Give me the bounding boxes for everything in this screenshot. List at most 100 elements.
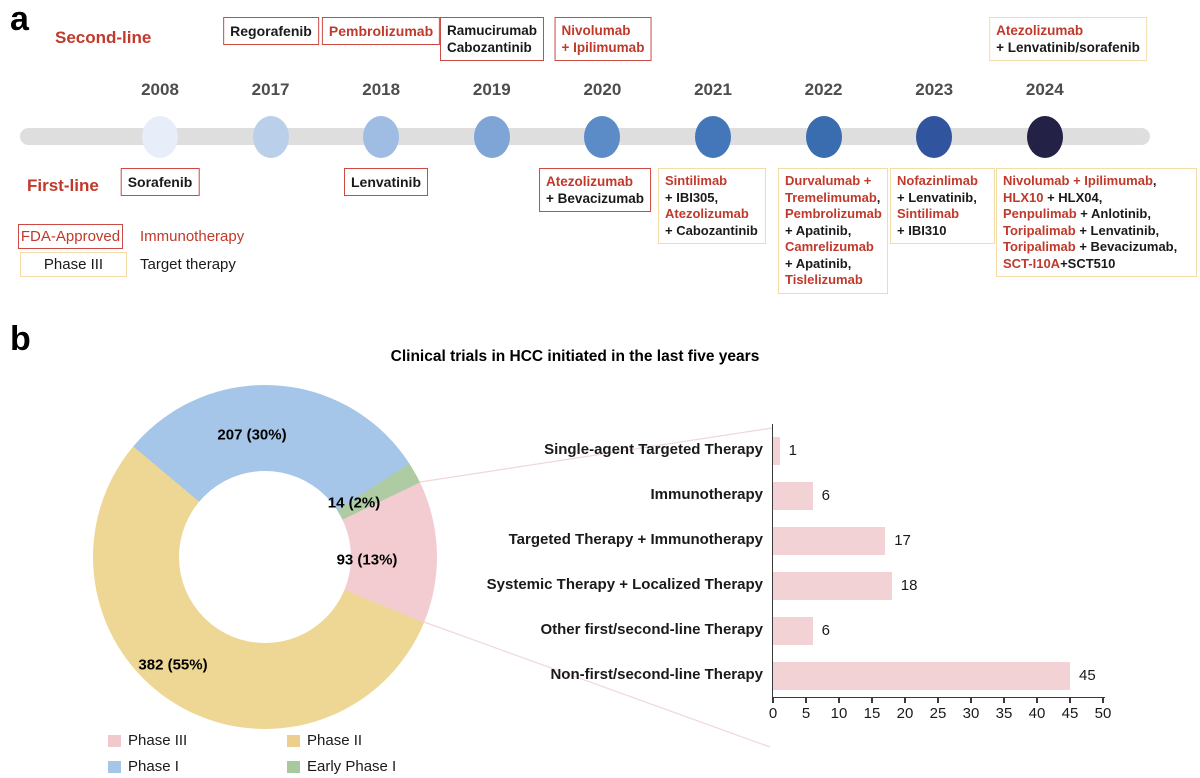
legend-swatch bbox=[108, 735, 121, 747]
therapy-name: +SCT510 bbox=[1060, 255, 1116, 271]
year-label: 2020 bbox=[583, 80, 622, 99]
therapy-box-first-line-2008: Sorafenib bbox=[120, 168, 200, 196]
year-label: 2021 bbox=[694, 80, 732, 99]
therapy-box-line: Durvalumab + bbox=[785, 173, 881, 190]
therapy-box-second-line-2020: Nivolumab + Ipilimumab bbox=[554, 17, 652, 61]
x-tick-label: 15 bbox=[863, 705, 881, 722]
therapy-name: Nivolumab bbox=[561, 23, 631, 38]
bar-category-label: Systemic Therapy + Localized Therapy bbox=[486, 576, 763, 593]
therapy-box-second-line-2019: Ramucirumab Cabozantinib bbox=[439, 17, 545, 61]
year-label: 2008 bbox=[141, 80, 179, 99]
therapy-box-line: Regorafenib bbox=[230, 22, 312, 40]
therapy-box-line: Nivolumab bbox=[562, 22, 645, 39]
y-axis bbox=[771, 424, 774, 698]
therapy-box-line: Tislelizumab bbox=[785, 272, 881, 289]
timeline-dot bbox=[252, 116, 289, 158]
x-tick-label: 20 bbox=[896, 705, 914, 722]
bar bbox=[773, 617, 813, 645]
donut-slice-label: 382 (55%) bbox=[138, 656, 208, 674]
therapy-name: + Lenvatinib, bbox=[1075, 222, 1160, 238]
therapy-box-line: Camrelizumab bbox=[785, 239, 881, 256]
therapy-box-line: Sorafenib bbox=[128, 173, 193, 191]
therapy-box-line: + IBI310 bbox=[897, 223, 988, 240]
therapy-name: + Anlotinib, bbox=[1076, 206, 1151, 221]
legend-label: Early Phase I bbox=[307, 758, 397, 775]
timeline-dot bbox=[1026, 116, 1063, 158]
legend-label: Phase II bbox=[307, 732, 363, 749]
bar-value-label: 45 bbox=[1079, 667, 1096, 684]
year-label: 2022 bbox=[804, 80, 843, 99]
therapy-name: + Lenvatinib, bbox=[897, 189, 977, 205]
therapy-name: Cabozantinib bbox=[446, 40, 532, 55]
bar bbox=[773, 572, 892, 600]
therapy-box-line: + Lenvatinib/sorafenib bbox=[996, 39, 1140, 56]
chart-title: Clinical trials in HCC initiated in the … bbox=[390, 348, 760, 365]
bar-category-label: Targeted Therapy + Immunotherapy bbox=[508, 531, 763, 548]
therapy-name: + Cabozantinib bbox=[665, 222, 758, 238]
therapy-name: , bbox=[876, 189, 881, 205]
timeline-dot bbox=[916, 116, 953, 158]
therapy-box-second-line-2018: Pembrolizumab bbox=[321, 17, 441, 45]
therapy-box-line: Penpulimab + Anlotinib, bbox=[1003, 206, 1190, 223]
therapy-box-first-line-2018: Lenvatinib bbox=[343, 168, 429, 196]
first-line-label: First-line bbox=[27, 176, 99, 195]
therapy-name: SCT-I10A bbox=[1003, 255, 1061, 271]
target-therapy-legend-label: Target therapy bbox=[140, 256, 236, 273]
year-label: 2023 bbox=[915, 80, 954, 99]
x-tick bbox=[1003, 698, 1005, 703]
donut-slice-label: 207 (30%) bbox=[217, 426, 287, 444]
x-tick bbox=[937, 698, 939, 703]
bar bbox=[773, 482, 813, 510]
therapy-name: Sintilimab bbox=[897, 206, 960, 221]
therapy-name: Tremelimumab bbox=[785, 189, 877, 205]
x-tick-label: 40 bbox=[1028, 705, 1046, 722]
donut-slice-label: 93 (13%) bbox=[336, 551, 398, 569]
timeline-dot bbox=[142, 116, 178, 158]
therapy-box-line: Pembrolizumab bbox=[329, 22, 433, 40]
therapy-box-line: Atezolizumab bbox=[665, 206, 759, 223]
therapy-name: + Apatinib, bbox=[785, 255, 852, 271]
x-axis bbox=[771, 696, 1105, 699]
therapy-box-line: Nofazinlimab bbox=[897, 173, 988, 190]
therapy-box-line: Tremelimumab, bbox=[785, 190, 881, 207]
fda-approved-legend-box: FDA-Approved bbox=[18, 224, 123, 249]
therapy-name: + HLX04, bbox=[1043, 189, 1103, 205]
therapy-name: + Bevacizumab bbox=[546, 191, 644, 206]
therapy-name: + Apatinib, bbox=[785, 222, 852, 238]
bar-value-label: 1 bbox=[788, 442, 797, 459]
therapy-name: Nivolumab + Ipilimumab bbox=[1003, 173, 1153, 188]
bar-value-label: 17 bbox=[894, 532, 911, 549]
timeline-dot bbox=[584, 116, 621, 158]
therapy-name: Ramucirumab bbox=[446, 23, 538, 38]
x-tick-label: 0 bbox=[768, 705, 778, 722]
therapy-name: , bbox=[1152, 173, 1157, 188]
therapy-name: Toripalimab bbox=[1003, 222, 1076, 238]
therapy-name: + IBI305, bbox=[665, 189, 719, 205]
legend-label: Phase III bbox=[128, 732, 188, 749]
legend-label: Phase I bbox=[128, 758, 179, 775]
year-label: 2019 bbox=[472, 80, 511, 99]
immunotherapy-legend-label: Immunotherapy bbox=[140, 228, 245, 245]
therapy-box-line: Cabozantinib bbox=[447, 39, 537, 56]
therapy-box-first-line-2024: Nivolumab + Ipilimumab, HLX10 + HLX04, Pen… bbox=[996, 168, 1197, 277]
x-tick bbox=[805, 698, 807, 703]
legend-swatch bbox=[287, 761, 300, 773]
therapy-box-first-line-2020: Atezolizumab + Bevacizumab bbox=[539, 168, 651, 212]
therapy-name: Atezolizumab bbox=[665, 206, 749, 221]
therapy-box-line: Pembrolizumab bbox=[785, 206, 882, 223]
year-label: 2017 bbox=[251, 80, 290, 99]
therapy-box-second-line-2024: Atezolizumab + Lenvatinib/sorafenib bbox=[989, 17, 1147, 61]
therapy-name: Pembrolizumab bbox=[785, 206, 882, 221]
x-tick-label: 5 bbox=[801, 705, 811, 722]
bar-category-label: Single-agent Targeted Therapy bbox=[544, 441, 763, 458]
therapy-box-line: HLX10 + HLX04, bbox=[1003, 190, 1190, 207]
bar bbox=[773, 437, 780, 465]
therapy-name: + Lenvatinib/sorafenib bbox=[996, 40, 1140, 55]
therapy-name: Nofazinlimab bbox=[897, 173, 978, 188]
therapy-name: Lenvatinib bbox=[350, 174, 422, 190]
therapy-name: Tislelizumab bbox=[785, 272, 863, 287]
therapy-box-line: Sintilimab bbox=[897, 206, 988, 223]
bar-category-label: Non-first/second-line Therapy bbox=[550, 666, 763, 683]
x-tick-label: 30 bbox=[962, 705, 980, 722]
